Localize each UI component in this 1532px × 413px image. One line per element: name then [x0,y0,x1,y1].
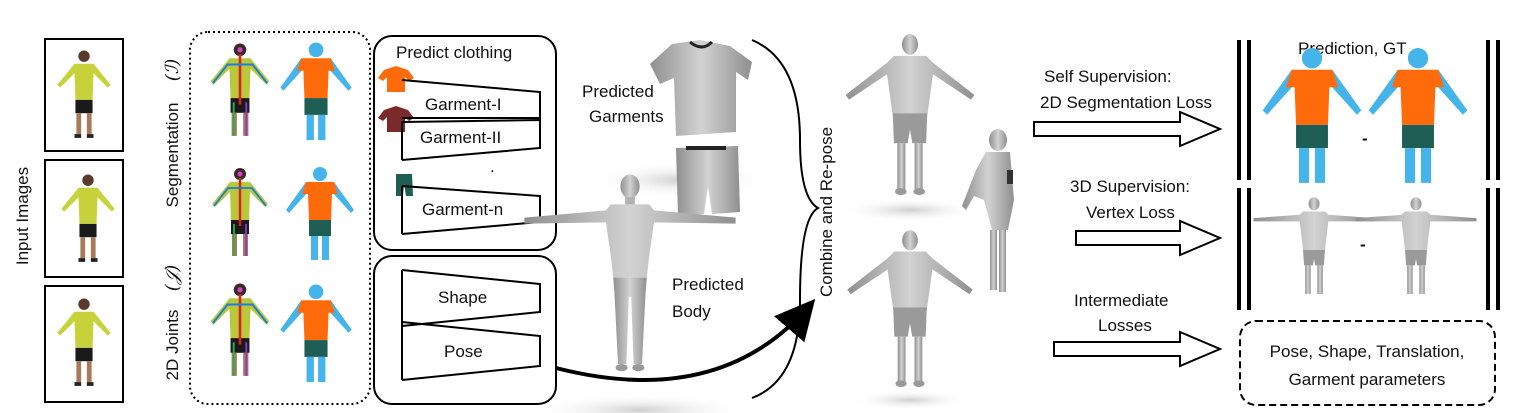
shape-decoder [401,269,541,327]
seg-person-2 [286,167,354,260]
minus-sign-vertex: - [1360,235,1366,254]
garment-icon-tshirt [378,106,414,132]
prediction-vertex-mesh [1253,197,1375,294]
garment-dots: . [490,157,495,176]
intermediate-arrow [1053,330,1223,368]
input-images-label: Input Images [13,167,32,265]
seg-person-1 [280,42,352,141]
gt-vertex-mesh [1355,197,1477,294]
pose-decoder [401,321,541,381]
predicted-body-line1: Predicted [672,275,744,294]
clothing-network-box [373,35,557,251]
shape-label: Shape [438,288,487,307]
garment-label-2: Garment-II [420,128,501,147]
predict-clothing-title: Predict clothing [396,43,512,62]
joint-person-2 [210,166,270,258]
combined-mesh-front [845,34,975,196]
parameters-box [1239,320,1496,406]
parameters-line2: Garment parameters [1289,370,1446,389]
predicted-body-line2: Body [672,302,711,321]
pose-label: Pose [444,342,483,361]
garment-decoder-2 [401,118,541,161]
gt-seg [1368,48,1468,183]
seg-person-3 [280,284,352,383]
prediction-seg [1262,48,1362,183]
combined-mesh-back [847,230,973,388]
left-double-bar [1237,40,1251,310]
minus-sign-seg: - [1362,129,1368,148]
segmentation-symbol: (ℐ) [162,59,183,82]
self-supervision-line1: Self Supervision: [1044,67,1172,86]
self-supervision-arrow [1033,110,1223,148]
input-image-2 [44,159,124,278]
combined-mesh-side [962,129,1014,292]
body-network-box [373,255,557,405]
garment-decoder-n [401,185,541,235]
intermediate-line2: Losses [1098,316,1152,335]
joints-label: 2D Joints [163,310,182,381]
garment-decoder-1 [401,79,541,119]
supervision-3d-arrow [1075,219,1223,257]
joint-person-1 [209,42,271,138]
input-image-1 [44,38,124,152]
supervision-3d-line2: Vertex Loss [1086,203,1175,222]
right-double-bar [1486,40,1500,310]
segmentation-label: Segmentation [163,103,182,208]
predicted-shirt-mesh [650,40,752,136]
garment-icon-pants [396,174,413,196]
self-supervision-line2: 2D Segmentation Loss [1040,93,1212,112]
predicted-garments-line1: Predicted [582,82,654,101]
prediction-gt-label: Prediction, GT [1298,39,1407,58]
combine-label: Combine and Re-pose [817,127,836,297]
annotations-box [189,31,371,405]
joints-symbol: (𝒥) [162,265,183,291]
garment-label-n: Garment-n [422,200,503,219]
garment-label-1: Garment-I [425,95,502,114]
predicted-shorts-mesh [676,146,740,216]
combine-brace [751,39,821,399]
garment-icon-shirt [378,66,414,92]
joint-person-3 [209,282,271,378]
parameters-line1: Pose, Shape, Translation, [1270,342,1465,361]
input-image-3 [44,285,124,403]
pose-to-combine-arrow [555,298,816,382]
supervision-3d-line1: 3D Supervision: [1070,177,1190,196]
predicted-garments-line2: Garments [589,107,664,126]
intermediate-line1: Intermediate [1074,291,1169,310]
